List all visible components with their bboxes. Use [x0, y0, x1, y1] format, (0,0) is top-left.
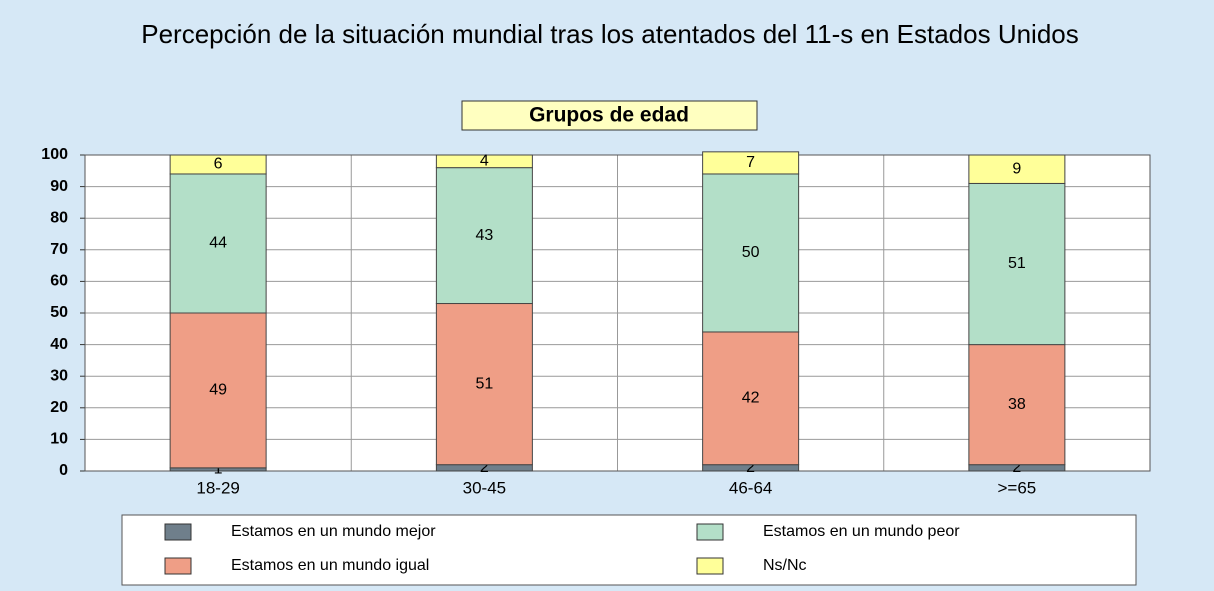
bar-segment: [702, 151, 800, 175]
bar-segment: [169, 173, 267, 314]
data-label: 2: [1012, 459, 1021, 476]
data-label: 38: [1008, 396, 1026, 413]
x-tick-label: 46-64: [729, 478, 772, 497]
bar-segment: [702, 173, 800, 333]
y-tick-label: 60: [50, 273, 68, 290]
plot-border: [84, 154, 1151, 472]
legend-swatch: [164, 557, 192, 575]
x-tick-label: 18-29: [196, 478, 239, 497]
y-tick-label: 20: [50, 399, 68, 416]
y-tick-label: 10: [50, 431, 68, 448]
y-tick-label: 50: [50, 304, 68, 321]
data-label: 7: [746, 154, 755, 171]
y-tick-label: 0: [59, 462, 68, 479]
legend-label: Estamos en un mundo igual: [231, 557, 429, 574]
bar-segment: [169, 154, 267, 175]
legend-box: [121, 514, 1137, 586]
y-tick-label: 30: [50, 367, 68, 384]
subtitle: Grupos de edad: [529, 104, 689, 127]
data-label: 50: [742, 244, 760, 261]
data-label: 51: [1008, 255, 1026, 272]
legend-swatch: [164, 523, 192, 541]
legend-label: Ns/Nc: [763, 557, 807, 574]
data-label: 49: [209, 382, 227, 399]
y-tick-label: 90: [50, 178, 68, 195]
bar-segment: [169, 312, 267, 469]
y-tick-label: 70: [50, 241, 68, 258]
data-label: 6: [214, 156, 223, 173]
data-label: 44: [209, 235, 227, 252]
legend-label: Estamos en un mundo mejor: [231, 523, 436, 540]
bar-segment: [968, 344, 1066, 466]
data-label: 4: [480, 153, 489, 170]
bar-segment: [435, 154, 533, 169]
chart-title: Percepción de la situación mundial tras …: [141, 19, 1079, 49]
data-label: 9: [1012, 160, 1021, 177]
data-label: 2: [480, 459, 489, 476]
data-label: 1: [214, 461, 223, 478]
y-tick-label: 40: [50, 336, 68, 353]
data-label: 2: [746, 459, 755, 476]
bar-segment: [968, 182, 1066, 346]
bar-segment: [435, 303, 533, 466]
bar-segment: [968, 154, 1066, 184]
y-tick-label: 80: [50, 209, 68, 226]
legend-swatch: [696, 557, 724, 575]
bar-segment: [435, 167, 533, 305]
data-label: 51: [475, 375, 493, 392]
legend-label: Estamos en un mundo peor: [763, 523, 960, 540]
y-tick-label: 100: [41, 146, 68, 163]
data-label: 42: [742, 390, 760, 407]
x-tick-label: 30-45: [463, 478, 506, 497]
subtitle-box: [461, 100, 758, 131]
legend-swatch: [696, 523, 724, 541]
x-tick-label: >=65: [997, 478, 1036, 497]
data-label: 43: [475, 227, 493, 244]
